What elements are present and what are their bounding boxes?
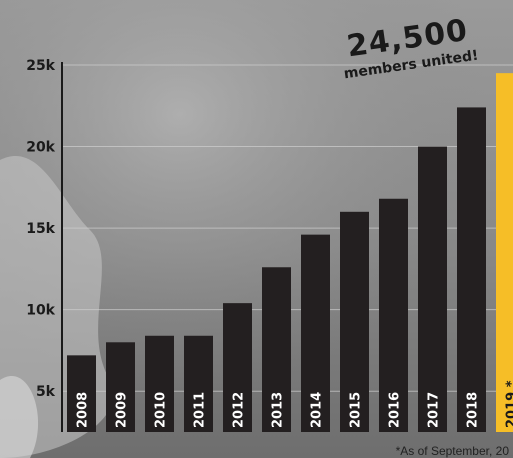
bar-year-label: 2011: [193, 392, 208, 428]
y-tick-label: 10k: [26, 303, 55, 319]
footnote: *As of September, 20: [395, 444, 509, 458]
bar-year-label: 2014: [310, 392, 325, 428]
bar-2012: [223, 303, 252, 432]
bar-2015: [340, 211, 369, 432]
bar-2018: [457, 107, 486, 433]
bar-year-label: 2010: [154, 392, 169, 428]
bar-year-label: 2013: [271, 392, 286, 428]
bar-year-label: 2019 *: [505, 380, 513, 428]
bar-2009: [106, 342, 135, 432]
bar-year-label: 2017: [427, 392, 442, 428]
bar-2016: [379, 198, 408, 432]
bar-2019: [496, 73, 513, 433]
y-tick-label: 20k: [26, 140, 55, 156]
y-tick-label: 25k: [26, 58, 55, 74]
bar-2010: [145, 335, 174, 432]
y-tick-label: 5k: [36, 384, 56, 400]
bar-2013: [262, 267, 291, 432]
bar-year-label: 2008: [76, 392, 91, 428]
y-tick-label: 15k: [26, 221, 55, 237]
bar-2008: [67, 355, 96, 432]
bar-2014: [301, 234, 330, 432]
bar-2011: [184, 335, 213, 432]
bar-2017: [418, 146, 447, 433]
bar-year-label: 2018: [466, 392, 481, 428]
bar-year-label: 2015: [349, 392, 364, 428]
bar-year-label: 2009: [115, 392, 130, 428]
bar-year-label: 2016: [388, 392, 403, 428]
bar-year-label: 2012: [232, 392, 247, 428]
